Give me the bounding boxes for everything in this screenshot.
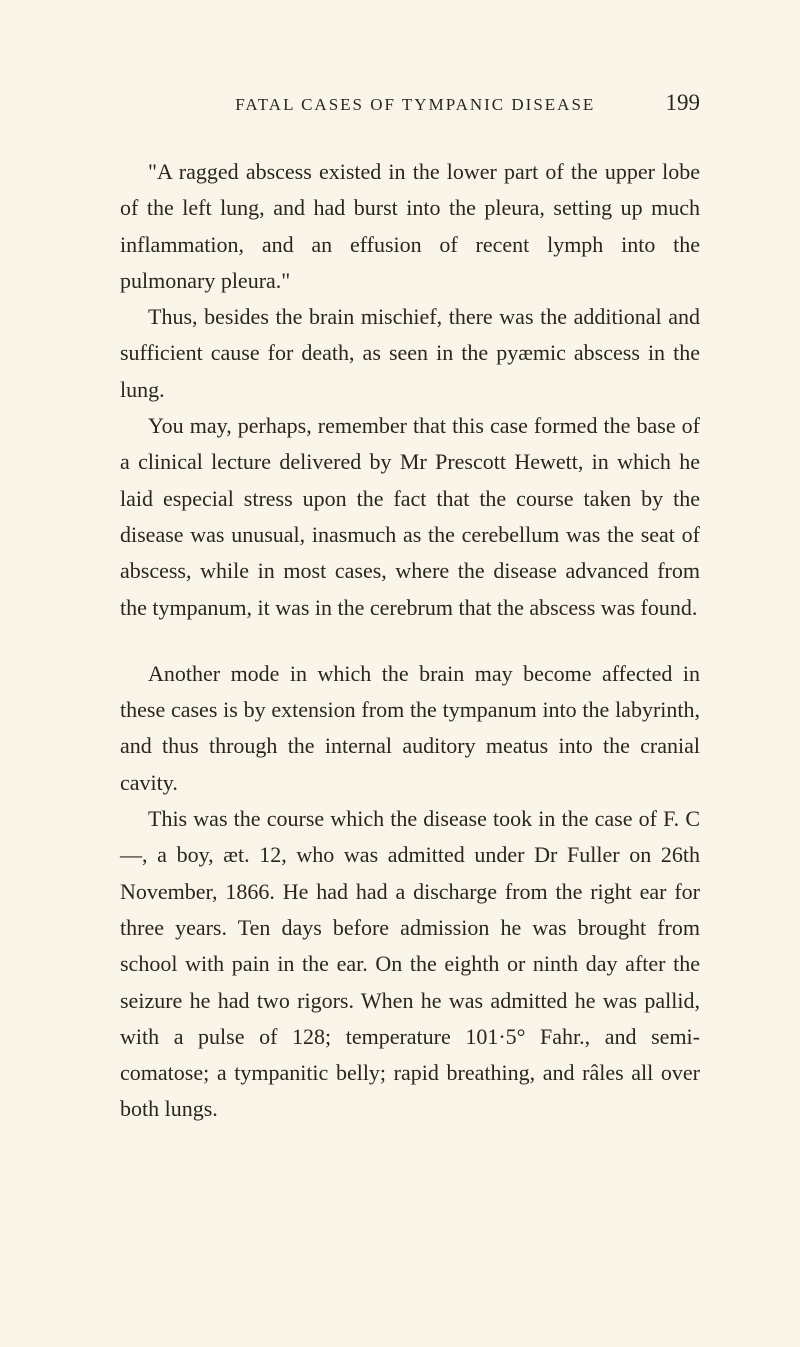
paragraph-5: This was the course which the disease to… [120,801,700,1128]
running-title: FATAL CASES OF TYMPANIC DISEASE [120,95,666,115]
paragraph-1: "A ragged abscess existed in the lower p… [120,154,700,299]
page-header: FATAL CASES OF TYMPANIC DISEASE 199 [120,90,700,116]
paragraph-3: You may, perhaps, remember that this cas… [120,408,700,626]
paragraph-2: Thus, besides the brain mischief, there … [120,299,700,408]
page-number: 199 [666,90,701,116]
paragraph-4: Another mode in which the brain may beco… [120,656,700,801]
